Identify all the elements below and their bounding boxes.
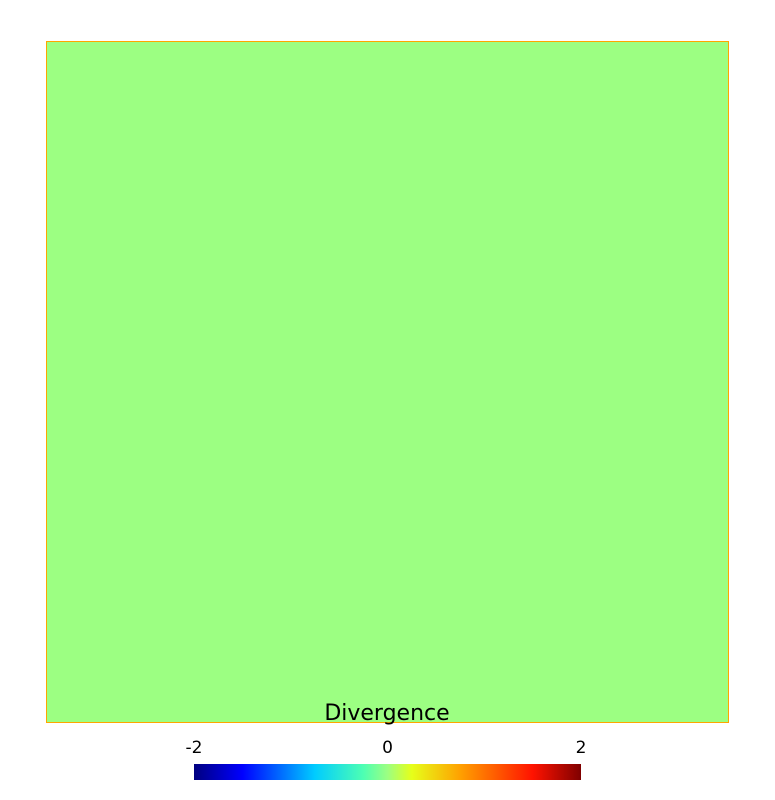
colorbar-title: Divergence (324, 701, 449, 726)
colorbar-tick-label: -2 (186, 738, 203, 758)
colorbar-tick-labels: -2 0 2 (186, 738, 587, 758)
colorbar-tick-label: 0 (382, 738, 393, 758)
colorbar-tick-label: 2 (576, 738, 587, 758)
divergence-field (46, 41, 729, 723)
colorbar (194, 764, 581, 780)
